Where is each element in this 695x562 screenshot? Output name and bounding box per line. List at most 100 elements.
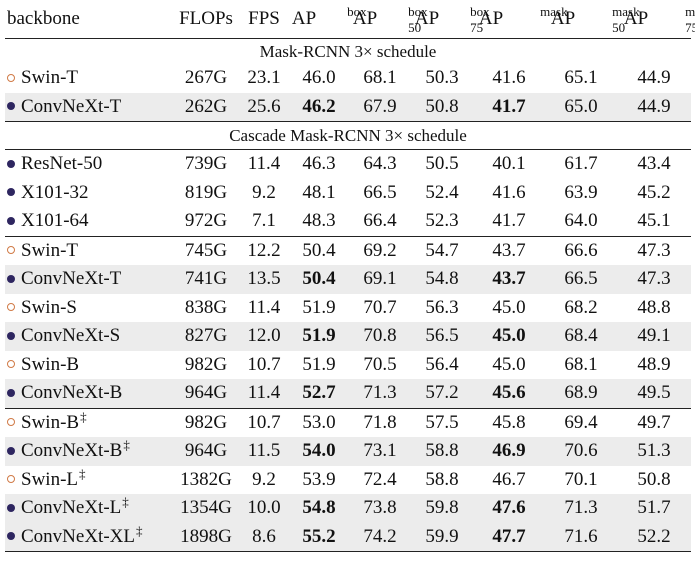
cell-ap-box-50: 69.1 [349, 265, 411, 294]
cell-ap-box-50: 67.9 [349, 92, 411, 122]
value: 67.9 [363, 95, 397, 117]
value: 838G [184, 296, 228, 318]
cell-ap-box-75: 57.5 [411, 407, 473, 437]
value: 56.4 [425, 353, 459, 375]
cell-fps: 9.2 [239, 466, 289, 495]
cell-backbone: ConvNeXt-S [5, 322, 173, 351]
value: 64.0 [564, 210, 598, 232]
cell-ap-mask-75: 51.7 [617, 494, 691, 523]
cell-flops: 262G [173, 92, 239, 122]
cell-ap-mask-75: 51.3 [617, 437, 691, 466]
value: 56.5 [425, 325, 459, 347]
cell-ap-box-75: 59.8 [411, 494, 473, 523]
cell-flops: 972G [173, 207, 239, 236]
table-row: ConvNeXt-B 964G 11.4 52.7 71.3 57.2 45.6 68.9 49… [5, 379, 691, 408]
value: 66.5 [363, 181, 397, 203]
cell-ap-mask-75: 49.7 [617, 407, 691, 437]
cell-flops: 741G [173, 265, 239, 294]
header-backbone: backbone [7, 8, 80, 29]
value: 45.8 [492, 411, 526, 433]
cell-ap-mask-50: 71.6 [545, 522, 617, 552]
value: 61.7 [564, 153, 598, 175]
cell-flops: 982G [173, 407, 239, 437]
cell-backbone: X101-64 [5, 207, 173, 236]
header-fps: FPS [248, 8, 280, 29]
value: 11.4 [247, 296, 281, 318]
value: 49.5 [637, 382, 671, 404]
filled-dot-marker [7, 102, 15, 111]
best-value: 54.0 [302, 440, 336, 462]
value: 70.1 [564, 468, 598, 490]
value: 51.9 [302, 296, 336, 318]
value: 267G [184, 67, 228, 89]
hollow-circle-marker [7, 360, 15, 369]
value: 964G [184, 382, 228, 404]
cell-fps: 25.6 [239, 92, 289, 122]
cell-fps: 10.7 [239, 351, 289, 380]
cell-ap-mask-50: 70.6 [545, 437, 617, 466]
value: 43.7 [492, 239, 526, 261]
cell-ap-mask-50: 66.6 [545, 235, 617, 265]
cell-fps: 7.1 [239, 207, 289, 236]
cell-fps: 12.0 [239, 322, 289, 351]
cell-flops: 827G [173, 322, 239, 351]
dagger-mark: ‡ [80, 408, 87, 424]
model-name: ConvNeXt-L [21, 497, 122, 519]
table-row: X101-32 819G 9.2 48.1 66.5 52.4 41.6 63.9 45.2 [5, 179, 691, 208]
filled-dot-marker [7, 388, 15, 397]
table-row: X101-64 972G 7.1 48.3 66.4 52.3 41.7 64.0 45.1 [5, 207, 691, 236]
value: 827G [184, 325, 228, 347]
cell-backbone: ConvNeXt-B [5, 379, 173, 408]
model-name: ConvNeXt-T [21, 268, 122, 290]
value: 58.8 [425, 468, 459, 490]
filled-dot-marker [7, 216, 15, 225]
best-value: 45.6 [492, 382, 526, 404]
value: 69.4 [564, 411, 598, 433]
value: 63.9 [564, 181, 598, 203]
cell-ap-box-75: 50.5 [411, 149, 473, 179]
value: 66.6 [564, 239, 598, 261]
cell-ap-mask: 47.7 [473, 522, 545, 552]
table-row: ConvNeXt-B‡ 964G 11.5 54.0 73.1 58.8 46.9 70.6 5… [5, 437, 691, 466]
dagger-mark: ‡ [122, 494, 129, 510]
cell-backbone: Swin-B‡ [5, 407, 173, 437]
cell-fps: 11.4 [239, 294, 289, 323]
best-value: 45.0 [492, 325, 526, 347]
cell-fps: 9.2 [239, 179, 289, 208]
dagger-mark: ‡ [79, 465, 86, 481]
cell-ap-box-75: 50.8 [411, 92, 473, 122]
hollow-circle-marker [7, 418, 15, 427]
cell-ap-box-50: 73.1 [349, 437, 411, 466]
section-title: Mask-RCNN 3× schedule [259, 41, 437, 61]
value: 50.5 [425, 153, 459, 175]
value: 71.6 [564, 525, 598, 547]
value: 10.7 [247, 411, 281, 433]
cell-ap-box: 52.7 [289, 379, 349, 408]
cell-ap-mask-75: 47.3 [617, 265, 691, 294]
value: 44.9 [637, 95, 671, 117]
cell-ap-box-50: 70.8 [349, 322, 411, 351]
cell-flops: 1354G [173, 494, 239, 523]
dagger-mark: ‡ [135, 522, 143, 538]
cell-ap-box-75: 50.3 [411, 64, 473, 93]
value: 71.8 [363, 411, 397, 433]
cell-ap-box-50: 70.5 [349, 351, 411, 380]
cell-backbone: Swin-T [5, 235, 173, 265]
section-header-row: Cascade Mask-RCNN 3× schedule [5, 121, 691, 150]
value: 50.3 [425, 67, 459, 89]
model-name: ResNet-50 [21, 153, 103, 175]
cell-ap-mask-50: 63.9 [545, 179, 617, 208]
model-name: Swin-B [21, 411, 80, 433]
value: 51.7 [637, 497, 671, 519]
value: 69.2 [363, 239, 397, 261]
value: 40.1 [492, 153, 526, 175]
value: 48.9 [637, 353, 671, 375]
cell-ap-mask-50: 65.1 [545, 64, 617, 93]
best-value: 47.7 [492, 525, 526, 547]
model-name: X101-32 [21, 181, 89, 203]
cell-fps: 11.4 [239, 379, 289, 408]
table-row: ConvNeXt-L‡ 1354G 10.0 54.8 73.8 59.8 47.6 71.3… [5, 494, 691, 523]
cell-ap-box: 54.0 [289, 437, 349, 466]
cell-ap-mask-75: 49.5 [617, 379, 691, 408]
table-row: Swin-L‡ 1382G 9.2 53.9 72.4 58.8 46.7 70.1 50.8 [5, 466, 691, 495]
